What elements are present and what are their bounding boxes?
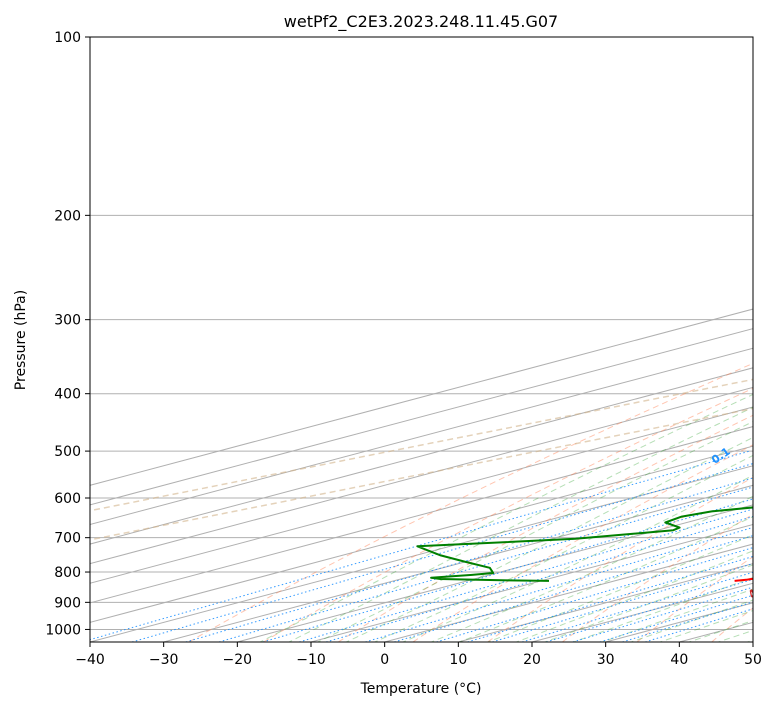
isotherm-line (90, 465, 753, 642)
y-tick-label: 1000 (45, 622, 81, 638)
moist-adiabat (259, 393, 753, 642)
mixing-ratio-line (599, 594, 753, 642)
mixing-ratio-line (546, 578, 753, 642)
mixing-ratio-lines (90, 450, 753, 642)
dewpoint-trace (416, 506, 753, 582)
y-tick-label: 100 (54, 30, 81, 46)
mixing-ratio-line (325, 515, 753, 642)
axes: −40 −30 −20 −10 0 10 20 30 40 50 100 200 300 400 500 60… (45, 30, 762, 668)
dry-adiabat (487, 476, 753, 642)
isotherm-line (90, 406, 753, 584)
y-tick-label: 300 (54, 313, 81, 329)
mixing-ratio-line (436, 547, 753, 642)
y-axis-label: Pressure (hPa) (13, 290, 29, 390)
x-tick-label: −30 (149, 652, 179, 668)
mixing-ratio-line (572, 586, 753, 642)
dry-adiabat (263, 387, 753, 642)
mixing-ratio-line (467, 555, 753, 642)
isotherm-line (310, 523, 753, 642)
mixing-ratio-line (90, 450, 750, 641)
moist-adiabat (458, 516, 753, 642)
mixing-ratio-line (492, 563, 753, 642)
mixing-ratio-line (521, 571, 753, 642)
profile-traces (416, 506, 753, 582)
isotherm-line (90, 328, 753, 506)
mixing-ratio-line (185, 477, 753, 642)
moist-adiabat (401, 474, 753, 642)
isotherm-line (90, 426, 753, 604)
mixing-ratio-line (131, 463, 753, 642)
dry-adiabat (412, 444, 753, 642)
x-tick-label: −10 (296, 652, 326, 668)
isotherm-line (237, 504, 753, 642)
mixing-ratio-label: 0.2 (756, 445, 775, 467)
moist-adiabat (316, 421, 753, 642)
x-tick-label: 20 (523, 652, 541, 668)
x-tick-label: 40 (670, 652, 688, 668)
mixing-ratio-line (218, 486, 753, 642)
moist-adiabat (373, 454, 753, 642)
x-tick-label: −40 (75, 652, 105, 668)
x-tick-label: 10 (449, 652, 467, 668)
isotherm-line (90, 367, 753, 545)
isotherm-line (90, 445, 753, 623)
y-tick-label: 900 (54, 595, 81, 611)
isotherm-line (90, 308, 753, 486)
x-tick-label: 0 (380, 652, 389, 668)
x-axis-label: Temperature (°C) (360, 681, 482, 697)
moist-adiabat-label: 40 (746, 581, 766, 601)
isotherm-line (752, 641, 753, 642)
y-tick-label: 500 (54, 444, 81, 460)
y-tick-label: 200 (54, 208, 81, 224)
x-tick-label: 30 (597, 652, 615, 668)
moist-adiabat (486, 534, 753, 642)
y-tick-label: 400 (54, 387, 81, 403)
isotherm-line (90, 386, 753, 565)
moist-adiabat (287, 406, 753, 642)
y-tick-label: 600 (54, 491, 81, 507)
dry-adiabat (188, 362, 753, 642)
plot-frame (89, 36, 754, 643)
chart-title: wetPf2_C2E3.2023.248.11.45.G07 (284, 12, 558, 32)
x-tick-label: −20 (223, 652, 253, 668)
moist-adiabat (572, 576, 753, 642)
mixing-ratio-line (622, 601, 753, 642)
x-tick-label: 50 (744, 652, 762, 668)
y-tick-label: 800 (54, 565, 81, 581)
y-tick-label: 700 (54, 531, 81, 547)
plot-background (90, 37, 753, 642)
